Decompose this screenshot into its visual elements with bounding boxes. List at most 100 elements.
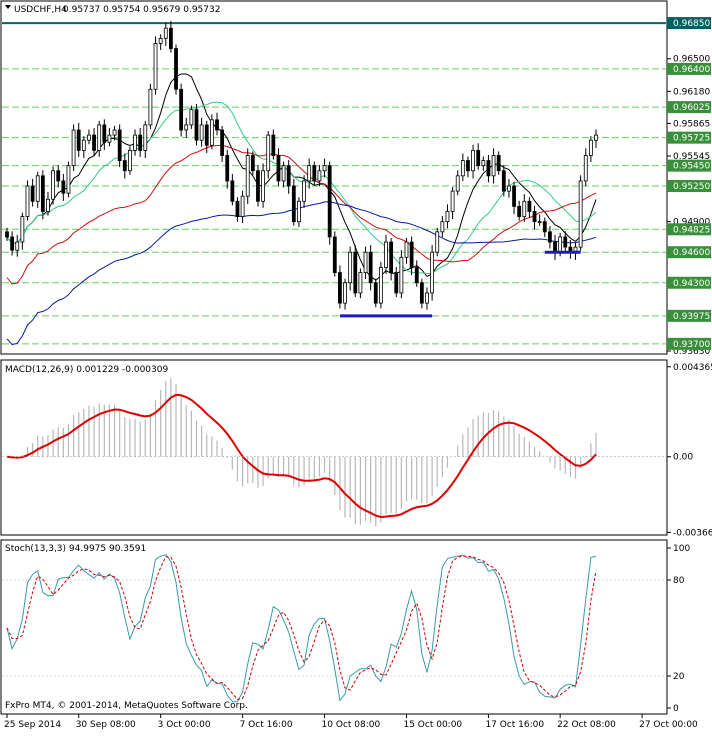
candle-down — [61, 180, 66, 194]
time-tick-label: 17 Oct 16:00 — [485, 720, 544, 730]
candle-down — [548, 231, 552, 243]
price-tag-label: 0.96025 — [673, 103, 710, 113]
candle-down — [419, 282, 424, 304]
price-tag — [667, 276, 711, 289]
candle-up — [440, 221, 445, 233]
candle-up — [317, 170, 322, 182]
support-lines — [339, 250, 581, 318]
time-tick-label: 15 Oct 00:00 — [403, 720, 462, 730]
time-tick-label: 27 Oct 00:00 — [639, 720, 698, 730]
candle-down — [174, 48, 178, 90]
price-tag-label: 0.95725 — [673, 134, 710, 144]
candle-down — [179, 88, 184, 131]
candle-up — [87, 134, 91, 141]
candle-up — [163, 27, 168, 39]
price-axis: 0.96500 0.96180 0.95865 0.95545 0.94900 0.936… — [667, 17, 711, 357]
candle-down — [409, 241, 414, 268]
candle-down — [368, 251, 373, 284]
time-tick-label: 22 Oct 08:00 — [557, 720, 616, 730]
price-tick-label: 0.94900 — [673, 218, 710, 228]
candle-up — [107, 134, 112, 143]
candle-down — [215, 119, 219, 131]
candle-up — [471, 149, 475, 172]
candle-down — [122, 160, 127, 172]
time-tick-label: 30 Sep 08:00 — [76, 720, 136, 730]
candle-up — [148, 88, 153, 126]
candle-down — [512, 185, 516, 207]
candle-down — [204, 124, 209, 146]
candle-up — [322, 165, 327, 172]
candle-down — [56, 170, 61, 182]
price-tag — [667, 309, 711, 322]
candle-up — [245, 155, 250, 197]
candle-up — [460, 160, 465, 177]
candle-down — [291, 185, 296, 223]
candle-up — [583, 155, 588, 182]
collapse-arrow-icon[interactable] — [5, 5, 11, 9]
price-tag — [667, 246, 711, 259]
candle-down — [527, 200, 532, 212]
candle-up — [51, 170, 55, 200]
copyright-text: FxPro MT4, © 2001-2014, MetaQuotes Softw… — [5, 701, 248, 711]
candle-up — [481, 160, 486, 167]
price-header-symbol: USDCHF,H4 — [14, 5, 67, 15]
stoch-pane[interactable] — [0, 539, 668, 715]
candle-down — [276, 155, 281, 182]
candle-up — [378, 267, 383, 304]
stoch-signal-line — [6, 555, 597, 700]
time-axis: 25 Sep 2014 30 Sep 08:00 3 Oct 00:00 7 Oct … — [4, 714, 698, 730]
price-tag-label: 0.95450 — [673, 162, 710, 172]
candle-up — [450, 190, 455, 212]
time-tick-label: 3 Oct 00:00 — [158, 720, 211, 730]
candle-up — [307, 165, 312, 182]
candle-down — [10, 236, 15, 251]
candle-down — [517, 205, 522, 217]
candle-up — [15, 241, 20, 251]
candle-down — [168, 27, 173, 49]
candle-up — [302, 180, 306, 202]
time-tick-label: 25 Sep 2014 — [4, 720, 61, 730]
candle-down — [496, 155, 501, 172]
candle-up — [66, 165, 71, 194]
candle-up — [20, 216, 25, 243]
candle-down — [194, 109, 199, 141]
candle-up — [578, 180, 583, 248]
candle-down — [466, 160, 470, 172]
price-tag — [667, 131, 711, 144]
candle-down — [312, 165, 317, 182]
candle-down — [532, 211, 537, 223]
candle-up — [425, 292, 429, 304]
candle-up — [343, 282, 347, 304]
candle-down — [102, 124, 107, 143]
candle-up — [189, 109, 194, 126]
candle-down — [256, 170, 260, 202]
candle-up — [71, 129, 76, 167]
candle-up — [35, 175, 40, 202]
price-tag-label: 0.95250 — [673, 182, 710, 192]
price-tag — [667, 223, 711, 236]
candle-down — [230, 180, 235, 202]
candle-down — [486, 160, 491, 177]
macd-pane[interactable] — [0, 359, 668, 536]
candle-down — [501, 170, 506, 192]
price-tag — [667, 101, 711, 114]
price-tag-label: 0.96400 — [673, 65, 710, 75]
price-tag-label: 0.94300 — [673, 279, 710, 289]
candle-down — [30, 185, 35, 202]
stoch-tick-label: 100 — [673, 544, 690, 554]
candle-up — [184, 124, 189, 131]
candle-down — [327, 165, 332, 238]
candle-down — [373, 282, 378, 304]
candle-down — [542, 221, 547, 233]
time-tick-label: 7 Oct 16:00 — [240, 720, 293, 730]
candle-down — [220, 129, 225, 156]
price-header-ohlc: 0.95737 0.95754 0.95679 0.95732 — [63, 5, 220, 15]
price-tick-label: 0.96500 — [673, 55, 710, 65]
stoch-indicator — [2, 554, 666, 703]
candle-up — [133, 134, 137, 151]
macd-tick-label: 0.004365 — [673, 363, 712, 373]
macd-header: MACD(12,26,9) 0.001229 -0.000309 — [5, 365, 168, 375]
price-pane[interactable] — [0, 0, 668, 355]
